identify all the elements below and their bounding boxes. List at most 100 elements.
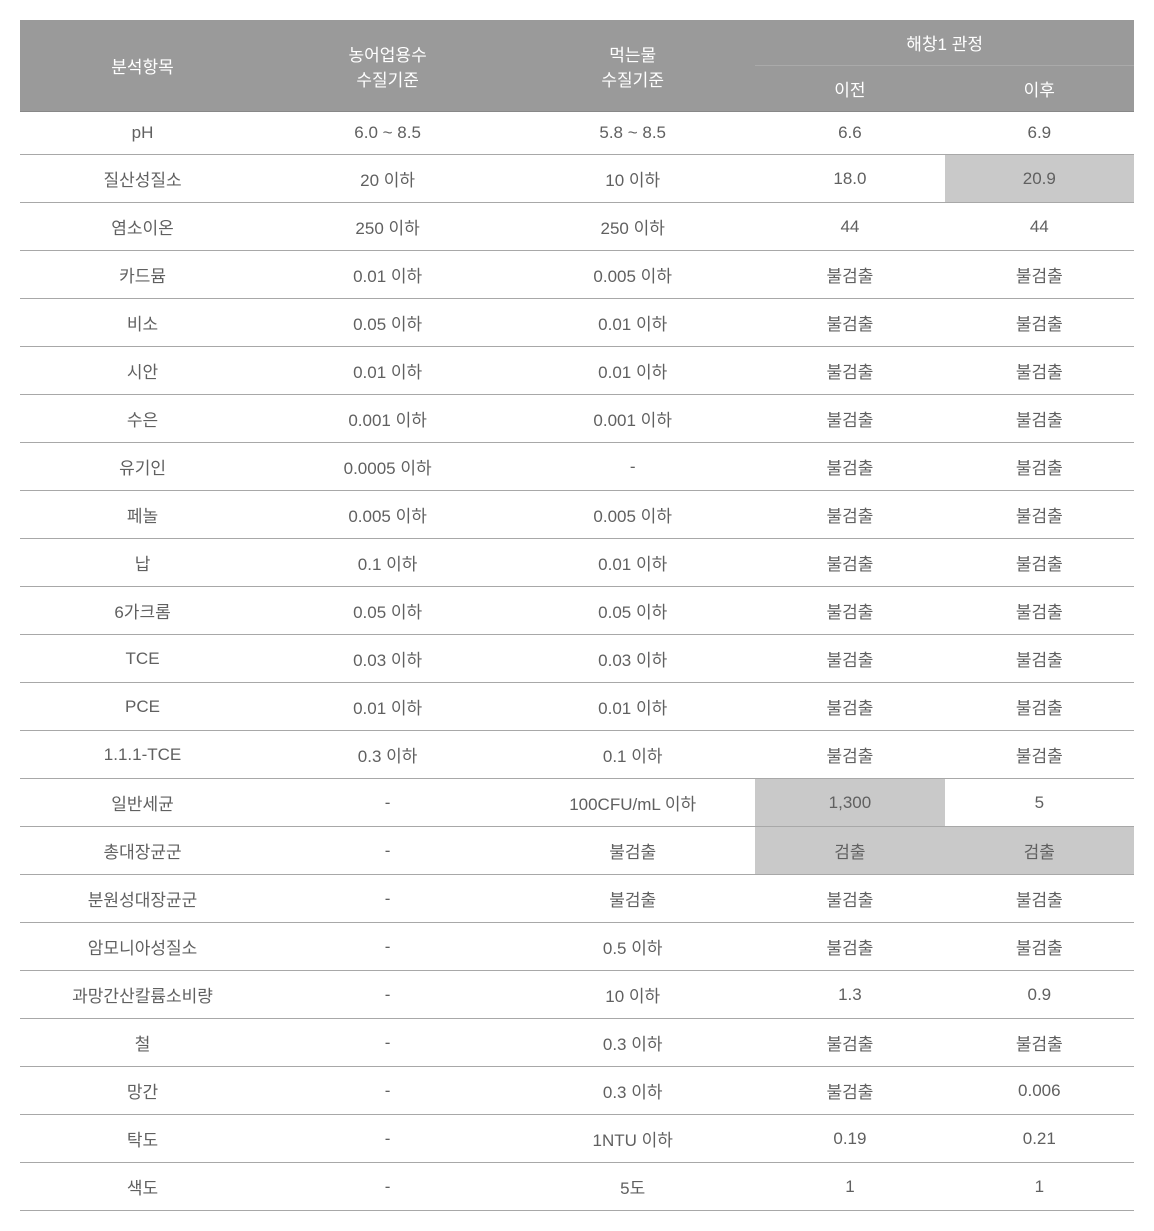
cell-item: 과망간산칼륨소비량 <box>20 971 265 1019</box>
cell-after: 불검출 <box>945 443 1134 491</box>
header-drinking-standard: 먹는물 수질기준 <box>510 20 755 112</box>
cell-drinking-standard: 불검출 <box>510 875 755 923</box>
cell-item: 카드뮴 <box>20 251 265 299</box>
table-row: 분원성대장균군-불검출불검출불검출 <box>20 875 1134 923</box>
table-row: 비소0.05 이하0.01 이하불검출불검출 <box>20 299 1134 347</box>
table-row: TCE0.03 이하0.03 이하불검출불검출 <box>20 635 1134 683</box>
cell-agri-standard: - <box>265 1163 510 1211</box>
cell-item: 6가크롬 <box>20 587 265 635</box>
cell-before: 불검출 <box>755 923 944 971</box>
cell-drinking-standard: 0.1 이하 <box>510 731 755 779</box>
cell-after: 불검출 <box>945 635 1134 683</box>
header-before: 이전 <box>755 66 944 112</box>
water-quality-table: 분석항목 농어업용수 수질기준 먹는물 수질기준 해창1 관정 이전 이후 pH… <box>20 20 1134 1211</box>
cell-item: 1.1.1-TCE <box>20 731 265 779</box>
table-row: 6가크롬0.05 이하0.05 이하불검출불검출 <box>20 587 1134 635</box>
table-row: 총대장균군-불검출검출검출 <box>20 827 1134 875</box>
cell-agri-standard: - <box>265 1115 510 1163</box>
cell-item: 질산성질소 <box>20 155 265 203</box>
cell-before: 불검출 <box>755 1067 944 1115</box>
cell-drinking-standard: 0.01 이하 <box>510 683 755 731</box>
cell-before: 불검출 <box>755 1019 944 1067</box>
cell-drinking-standard: 0.01 이하 <box>510 299 755 347</box>
table-row: 카드뮴0.01 이하0.005 이하불검출불검출 <box>20 251 1134 299</box>
cell-before: 1.3 <box>755 971 944 1019</box>
table-row: PCE0.01 이하0.01 이하불검출불검출 <box>20 683 1134 731</box>
cell-after: 불검출 <box>945 491 1134 539</box>
cell-drinking-standard: - <box>510 443 755 491</box>
table-row: 과망간산칼륨소비량-10 이하1.30.9 <box>20 971 1134 1019</box>
cell-agri-standard: 0.0005 이하 <box>265 443 510 491</box>
header-agri-standard: 농어업용수 수질기준 <box>265 20 510 112</box>
cell-after: 6.9 <box>945 112 1134 155</box>
table-header: 분석항목 농어업용수 수질기준 먹는물 수질기준 해창1 관정 이전 이후 <box>20 20 1134 112</box>
table-row: 수은0.001 이하0.001 이하불검출불검출 <box>20 395 1134 443</box>
cell-agri-standard: 0.01 이하 <box>265 251 510 299</box>
cell-drinking-standard: 10 이하 <box>510 155 755 203</box>
cell-item: 시안 <box>20 347 265 395</box>
table-row: pH6.0 ~ 8.55.8 ~ 8.56.66.9 <box>20 112 1134 155</box>
table-row: 염소이온250 이하250 이하4444 <box>20 203 1134 251</box>
header-analysis-item: 분석항목 <box>20 20 265 112</box>
cell-agri-standard: 0.1 이하 <box>265 539 510 587</box>
cell-item: 철 <box>20 1019 265 1067</box>
cell-after: 불검출 <box>945 1019 1134 1067</box>
table-row: 페놀0.005 이하0.005 이하불검출불검출 <box>20 491 1134 539</box>
cell-agri-standard: 6.0 ~ 8.5 <box>265 112 510 155</box>
cell-before: 불검출 <box>755 875 944 923</box>
cell-item: pH <box>20 112 265 155</box>
cell-agri-standard: 0.01 이하 <box>265 347 510 395</box>
cell-drinking-standard: 0.001 이하 <box>510 395 755 443</box>
cell-agri-standard: 0.05 이하 <box>265 587 510 635</box>
cell-after: 불검출 <box>945 347 1134 395</box>
cell-after: 불검출 <box>945 395 1134 443</box>
cell-drinking-standard: 0.005 이하 <box>510 251 755 299</box>
cell-before: 불검출 <box>755 251 944 299</box>
cell-item: 총대장균군 <box>20 827 265 875</box>
cell-before: 1,300 <box>755 779 944 827</box>
cell-drinking-standard: 0.3 이하 <box>510 1067 755 1115</box>
cell-agri-standard: - <box>265 971 510 1019</box>
cell-before: 불검출 <box>755 587 944 635</box>
cell-item: TCE <box>20 635 265 683</box>
cell-drinking-standard: 0.01 이하 <box>510 347 755 395</box>
cell-after: 불검출 <box>945 731 1134 779</box>
header-well-group: 해창1 관정 <box>755 20 1134 66</box>
cell-after: 불검출 <box>945 251 1134 299</box>
table-row: 1.1.1-TCE0.3 이하0.1 이하불검출불검출 <box>20 731 1134 779</box>
cell-before: 불검출 <box>755 443 944 491</box>
cell-after: 1 <box>945 1163 1134 1211</box>
cell-drinking-standard: 0.03 이하 <box>510 635 755 683</box>
cell-item: 망간 <box>20 1067 265 1115</box>
cell-after: 불검출 <box>945 539 1134 587</box>
cell-before: 0.19 <box>755 1115 944 1163</box>
cell-before: 불검출 <box>755 299 944 347</box>
cell-before: 44 <box>755 203 944 251</box>
cell-agri-standard: - <box>265 875 510 923</box>
table-row: 유기인0.0005 이하-불검출불검출 <box>20 443 1134 491</box>
cell-before: 불검출 <box>755 731 944 779</box>
cell-after: 0.9 <box>945 971 1134 1019</box>
cell-after: 검출 <box>945 827 1134 875</box>
cell-before: 불검출 <box>755 539 944 587</box>
cell-drinking-standard: 불검출 <box>510 827 755 875</box>
cell-drinking-standard: 0.005 이하 <box>510 491 755 539</box>
table-row: 철-0.3 이하불검출불검출 <box>20 1019 1134 1067</box>
table-row: 시안0.01 이하0.01 이하불검출불검출 <box>20 347 1134 395</box>
cell-drinking-standard: 10 이하 <box>510 971 755 1019</box>
table-row: 납0.1 이하0.01 이하불검출불검출 <box>20 539 1134 587</box>
table-row: 망간-0.3 이하불검출0.006 <box>20 1067 1134 1115</box>
table-row: 일반세균-100CFU/mL 이하1,3005 <box>20 779 1134 827</box>
cell-after: 44 <box>945 203 1134 251</box>
cell-item: 탁도 <box>20 1115 265 1163</box>
cell-agri-standard: 0.05 이하 <box>265 299 510 347</box>
cell-agri-standard: - <box>265 1019 510 1067</box>
cell-agri-standard: 0.005 이하 <box>265 491 510 539</box>
cell-before: 1 <box>755 1163 944 1211</box>
table-row: 질산성질소20 이하10 이하18.020.9 <box>20 155 1134 203</box>
cell-before: 불검출 <box>755 395 944 443</box>
cell-item: 납 <box>20 539 265 587</box>
cell-drinking-standard: 0.01 이하 <box>510 539 755 587</box>
cell-before: 6.6 <box>755 112 944 155</box>
cell-after: 불검출 <box>945 923 1134 971</box>
